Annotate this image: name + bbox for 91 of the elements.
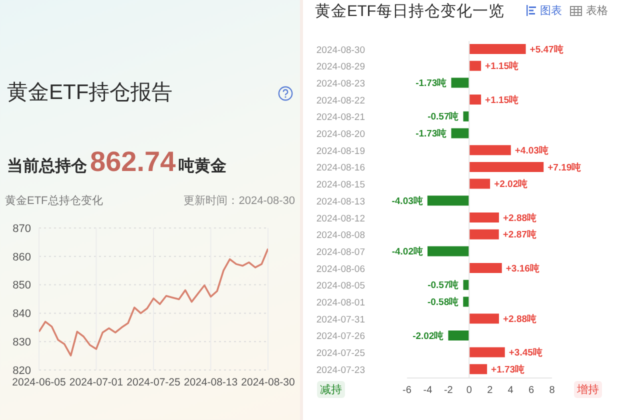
bar: [463, 296, 470, 307]
y-tick-label: 2024-07-31: [316, 314, 365, 326]
bar: [428, 246, 470, 256]
y-tick-label: 840: [12, 308, 31, 320]
data-label: -2.02吨: [412, 330, 444, 342]
bar: [469, 44, 526, 54]
bar: [469, 347, 505, 358]
y-tick-label: 2024-08-20: [316, 129, 365, 140]
y-tick-label: 2024-07-26: [316, 331, 365, 342]
data-label: -0.57吨: [428, 110, 460, 123]
x-tick-label: -6: [402, 385, 412, 396]
line-series: [39, 248, 268, 356]
text: 当前总持仓: [7, 156, 87, 177]
data-label: +7.19吨: [548, 161, 582, 174]
data-label: +2.88吨: [502, 212, 538, 224]
x-tick-label: 2024-07-25: [126, 376, 181, 388]
x-tick-label: 6: [528, 385, 535, 396]
text: 更新时间：2024-08-30: [184, 194, 295, 208]
y-tick-label: 2024-08-23: [316, 78, 365, 90]
bar: [469, 60, 482, 71]
data-label: +2.88吨: [502, 312, 538, 325]
bar: [469, 263, 502, 274]
data-label: +5.47吨: [530, 43, 564, 56]
text: 吨黄金: [178, 156, 227, 177]
text: 图表: [540, 4, 562, 18]
bar: [469, 314, 499, 324]
text: 862.74: [90, 146, 176, 178]
data-label: -4.03吨: [392, 194, 424, 207]
y-tick-label: 2024-08-13: [316, 196, 365, 208]
y-tick-label: 2024-08-21: [316, 112, 365, 124]
bar: [469, 212, 499, 222]
x-tick-label: 2024-06-05: [12, 376, 66, 388]
y-tick-label: 820: [12, 364, 31, 377]
x-tick-label: 0: [466, 385, 472, 396]
bar: [469, 229, 499, 240]
bar: [451, 78, 470, 88]
bar: [463, 111, 470, 122]
data-label: +1.15吨: [485, 94, 520, 106]
data-label: +2.02吨: [494, 178, 528, 190]
y-tick-label: 2024-08-22: [316, 95, 365, 106]
y-tick-label: 2024-07-25: [316, 348, 365, 360]
y-tick-label: 2024-08-07: [316, 246, 365, 258]
y-tick-label: 2024-08-08: [316, 230, 365, 242]
y-tick-label: 870: [12, 222, 31, 235]
bar: [469, 145, 511, 156]
y-tick-label: 2024-08-12: [316, 213, 365, 224]
data-label: -1.73吨: [416, 77, 448, 90]
bar: [448, 330, 470, 340]
data-label: +3.16吨: [506, 262, 540, 274]
bar: [469, 178, 490, 189]
data-label: -0.58吨: [427, 296, 460, 308]
y-tick-label: 2024-08-19: [316, 146, 365, 157]
y-tick-label: 830: [12, 336, 31, 349]
x-tick-label: -2: [444, 385, 454, 396]
bar: [469, 364, 488, 374]
x-tick-label: 8: [549, 385, 556, 396]
y-tick-label: 2024-08-05: [316, 280, 365, 292]
bar: [427, 196, 470, 206]
data-label: -1.73吨: [416, 128, 448, 140]
x-tick-label: 4: [508, 385, 514, 396]
bar: [463, 280, 470, 290]
x-tick-label: 2024-08-30: [241, 376, 296, 388]
data-label: +2.87吨: [502, 228, 537, 241]
data-label: +4.03吨: [514, 144, 549, 156]
text: 黄金ETF持仓报告: [7, 80, 173, 106]
text: 减持: [317, 381, 345, 398]
data-label: +1.15吨: [485, 60, 520, 72]
y-tick-label: 2024-08-01: [316, 298, 365, 309]
data-label: -0.57吨: [428, 279, 460, 292]
y-tick-label: 2024-08-30: [316, 44, 365, 56]
y-tick-label: 2024-08-16: [316, 162, 365, 174]
y-tick-label: 860: [12, 251, 31, 264]
x-tick-label: 2024-07-01: [69, 376, 124, 388]
x-tick-label: -4: [423, 385, 433, 396]
x-tick-label: 2: [487, 385, 494, 396]
y-tick-label: 2024-07-23: [316, 364, 365, 376]
y-tick-label: 2024-08-06: [316, 264, 365, 275]
x-tick-label: 2024-08-13: [184, 376, 238, 388]
y-tick-label: 850: [12, 280, 31, 292]
text: 增持: [574, 381, 602, 398]
bar: [451, 128, 470, 138]
y-tick-label: 2024-08-15: [316, 180, 365, 191]
text: 表格: [586, 4, 608, 18]
chart-title: 黄金ETF每日持仓变化一览: [315, 2, 504, 22]
chart-title: 黄金ETF总持仓变化: [5, 194, 103, 208]
bar: [469, 162, 544, 172]
bar: [469, 94, 482, 105]
data-label: +1.73吨: [491, 363, 526, 376]
data-label: +3.45吨: [508, 346, 543, 359]
y-tick-label: 2024-08-29: [316, 62, 365, 73]
data-label: -4.02吨: [392, 246, 424, 258]
